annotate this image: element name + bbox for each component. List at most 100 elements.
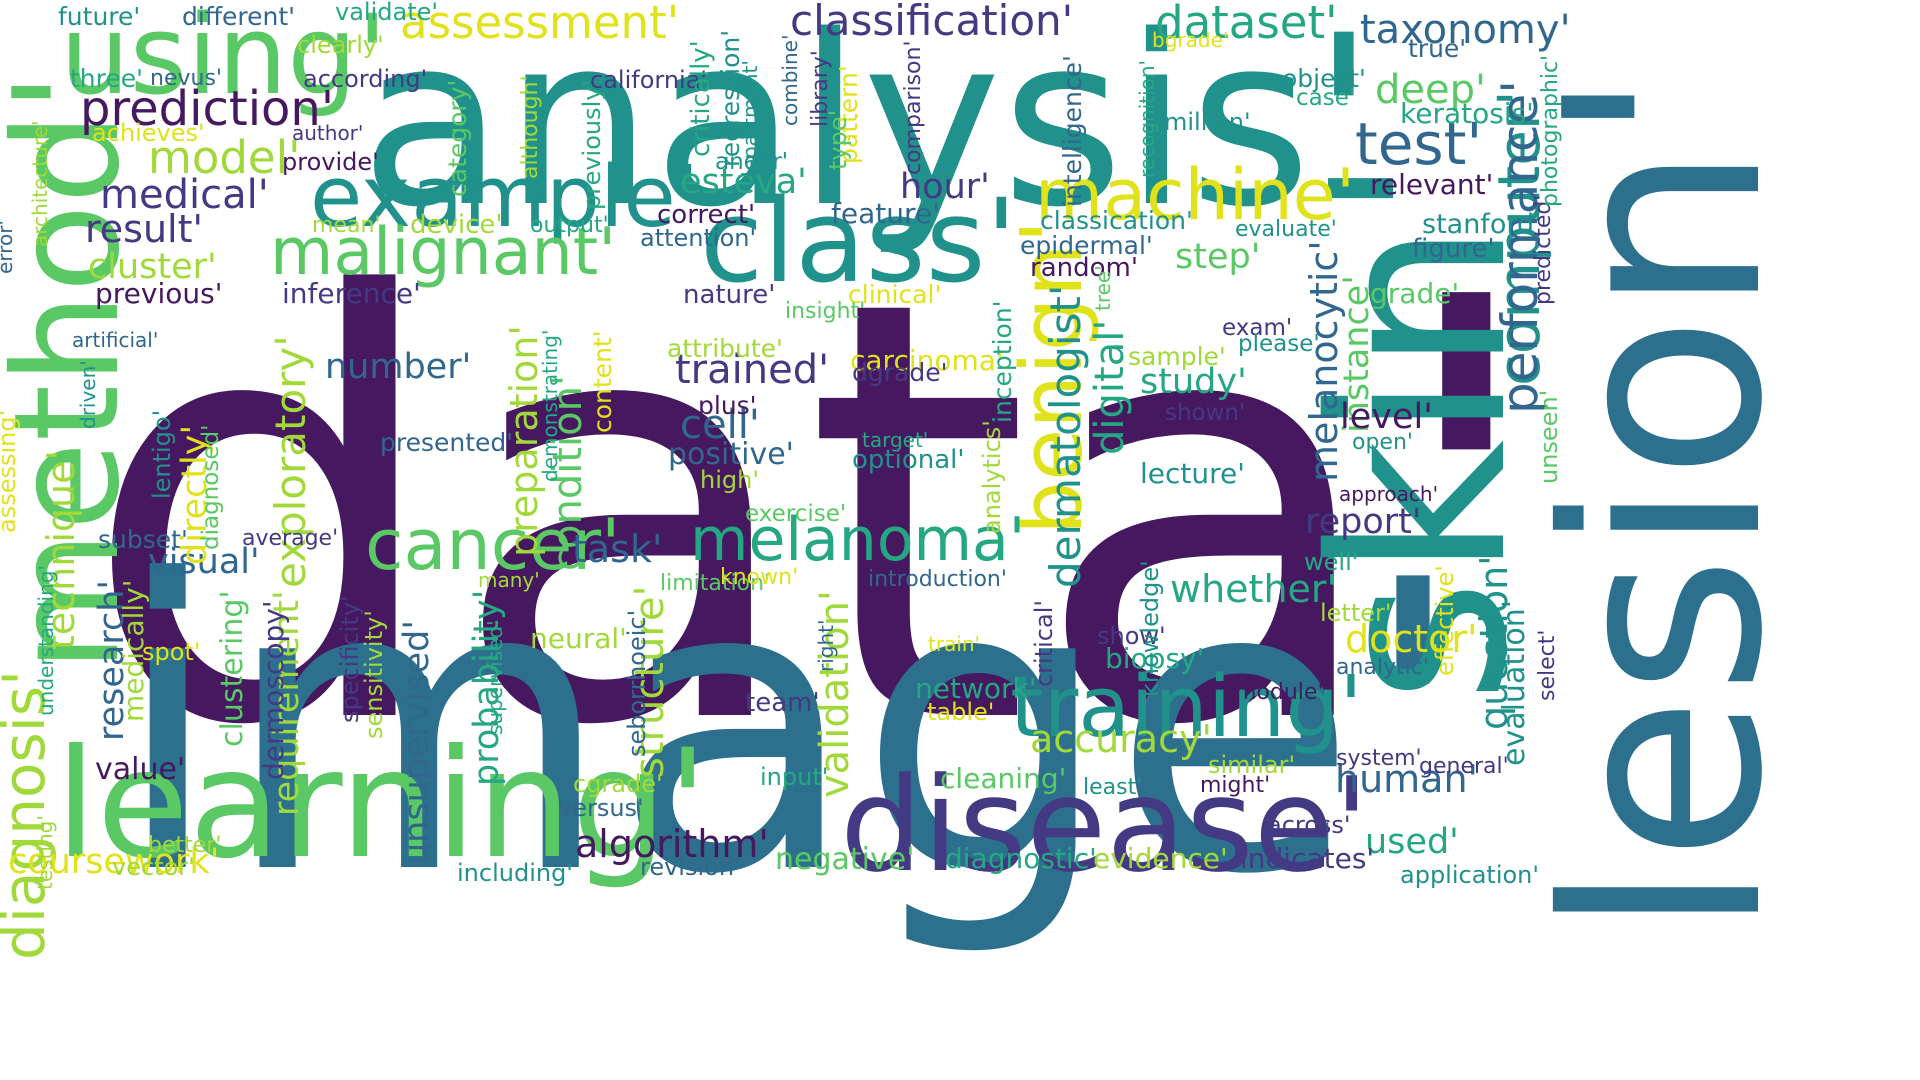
word-seborrhoeic: seborrhoeic' xyxy=(623,609,651,758)
word-cluster: cluster' xyxy=(88,247,217,287)
word-known: known' xyxy=(720,565,799,590)
word-supervised: supervised' xyxy=(483,619,507,735)
word-general: general' xyxy=(1419,754,1509,779)
word-target: target' xyxy=(862,428,929,452)
word-sensitivity: sensitivity' xyxy=(360,610,388,739)
word-table: table' xyxy=(927,698,995,726)
word-visual: visual' xyxy=(148,542,260,582)
word-negative: negative' xyxy=(775,842,915,877)
word-evaluation: evaluation' xyxy=(1497,599,1532,767)
word-well: well' xyxy=(1304,548,1359,576)
word-testing: testing' xyxy=(33,814,57,890)
word-train: train' xyxy=(928,632,981,656)
word-achieves: achieves' xyxy=(92,119,205,147)
word-model: model' xyxy=(148,131,301,184)
word-limitation: limitation' xyxy=(660,571,771,596)
word-image: image' xyxy=(112,497,1468,962)
word-please: please' xyxy=(1238,331,1320,357)
word-future: future' xyxy=(58,2,141,31)
word-example: example' xyxy=(310,148,700,247)
word-classication: classication' xyxy=(1040,206,1193,235)
word-cancer: cancer' xyxy=(365,504,621,586)
word-assessing: assessing' xyxy=(0,409,21,534)
word-input: input' xyxy=(760,763,829,791)
word-sample: sample' xyxy=(1128,342,1226,371)
word-content: content' xyxy=(588,329,617,433)
word-random: random' xyxy=(1030,253,1138,283)
word-coursework: coursework' xyxy=(8,842,220,882)
word-author: author' xyxy=(292,121,364,145)
word-comparison: comparison' xyxy=(901,39,926,175)
word-medical: medical' xyxy=(100,172,269,218)
word-case: case' xyxy=(1296,85,1356,111)
word-critically: critically' xyxy=(686,39,716,157)
word-vector: vector' xyxy=(112,853,195,881)
word-number: number' xyxy=(325,347,472,387)
word-step: step' xyxy=(1175,237,1261,277)
word-task: task' xyxy=(572,527,663,571)
word-stanford: stanford' xyxy=(1422,209,1542,240)
word-driven: driven' xyxy=(76,359,100,429)
word-dermoscopy: dermoscopy' xyxy=(257,599,290,780)
word-report: report' xyxy=(1305,502,1422,542)
word-indicates: indicates' xyxy=(1240,842,1375,875)
word-different: different' xyxy=(182,2,296,31)
word-effective: effective' xyxy=(1431,565,1459,676)
word-using: using' xyxy=(60,0,388,119)
word-average: average' xyxy=(242,526,339,551)
word-mean: mean' xyxy=(312,213,381,238)
word-data: data' xyxy=(80,177,1546,852)
word-versus: versus' xyxy=(558,794,644,822)
word-clustering: clustering' xyxy=(215,589,250,747)
word-grade: grade' xyxy=(1370,277,1460,310)
word-high: high' xyxy=(700,466,759,494)
word-biopsy: biopsy' xyxy=(1105,642,1205,675)
word-machine: machine' xyxy=(1035,154,1356,236)
word-previously: previously' xyxy=(578,80,606,211)
word-system: system' xyxy=(1336,746,1422,771)
word-assessment: assessment' xyxy=(400,0,680,49)
word-specificity: specificity' xyxy=(336,594,364,723)
word-trained: trained' xyxy=(675,347,830,393)
word-open: open' xyxy=(1352,430,1413,455)
word-neural: neural' xyxy=(530,622,627,655)
word-class: class' xyxy=(700,175,1018,309)
word-across: across' xyxy=(1267,811,1351,839)
word-bgrade: bgrade' xyxy=(1152,28,1229,52)
word-analytic: analytic' xyxy=(1336,655,1429,680)
word-algorithm: algorithm' xyxy=(575,822,769,866)
word-approach: approach' xyxy=(1339,482,1439,506)
word-insight: insight' xyxy=(785,299,866,324)
word-dataset: dataset' xyxy=(1155,0,1338,49)
word-nevus: nevus' xyxy=(150,66,222,91)
word-application: application' xyxy=(1400,861,1539,889)
word-according: according' xyxy=(303,65,428,93)
word-provide: provide' xyxy=(282,148,379,176)
word-human: human' xyxy=(1335,757,1479,801)
word-training: training' xyxy=(1010,658,1363,757)
word-dermatologist: dermatologist' xyxy=(1041,284,1090,589)
word-inference: inference' xyxy=(282,277,421,310)
word-validate: validate' xyxy=(335,0,438,26)
word-network: network' xyxy=(915,672,1037,705)
word-level: level' xyxy=(1340,397,1433,437)
word-including: including' xyxy=(457,859,573,887)
word-exercise: exercise' xyxy=(745,501,847,527)
word-diagnostic: diagnostic' xyxy=(945,842,1097,875)
word-study: study' xyxy=(1140,362,1247,402)
word-prediction: prediction' xyxy=(80,81,335,137)
word-digital: digital' xyxy=(1087,320,1133,456)
word-object: object' xyxy=(1282,64,1366,93)
word-three: three' xyxy=(70,64,144,93)
word-architecture: architecture' xyxy=(28,119,52,247)
word-plus: plus' xyxy=(698,391,757,420)
word-critical: critical' xyxy=(1030,599,1058,687)
word-module: module' xyxy=(1235,680,1324,705)
word-malignant: malignant' xyxy=(270,215,617,290)
word-shown: shown' xyxy=(1165,400,1246,426)
word-deep: deep' xyxy=(1375,67,1486,113)
word-better: better' xyxy=(148,833,222,858)
word-hour: hour' xyxy=(900,167,990,207)
word-lentigo: lentigo' xyxy=(148,409,176,500)
word-value: value' xyxy=(95,752,186,787)
